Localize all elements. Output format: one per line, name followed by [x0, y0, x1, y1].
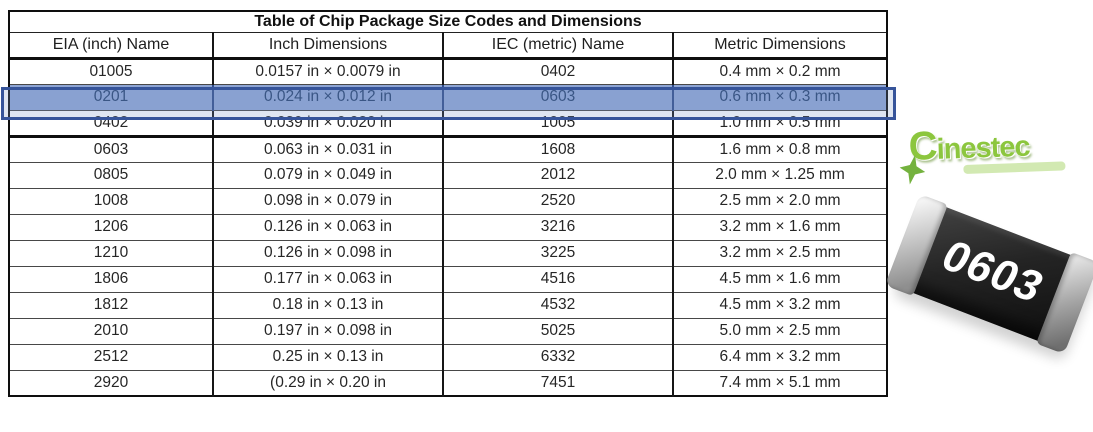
table-row: 1812 0.18 in × 0.13 in 4532 4.5 mm × 3.2 mm [9, 291, 888, 319]
table-row: 2512 0.25 in × 0.13 in 6332 6.4 mm × 3.2 mm [9, 343, 888, 371]
table-cell: 2.5 mm × 2.0 mm [671, 187, 888, 215]
column-header-metric-dims: Metric Dimensions [671, 31, 888, 60]
column-header-eia-name: EIA (inch) Name [9, 31, 214, 60]
table-cell: 1005 [442, 109, 674, 138]
table-cell: 4532 [442, 291, 674, 319]
table-cell: (0.29 in × 0.20 in [212, 369, 444, 397]
column-header-inch-dims: Inch Dimensions [212, 31, 444, 60]
table-cell: 6.4 mm × 3.2 mm [671, 343, 888, 371]
table-cell: 4516 [442, 265, 674, 293]
table-cell: 6332 [442, 343, 674, 371]
vendor-logo: Cinestec [902, 121, 1080, 191]
table-header-row: EIA (inch) Name Inch Dimensions IEC (met… [9, 31, 888, 60]
table-cell: 1812 [9, 291, 214, 319]
table-cell: 5025 [442, 317, 674, 345]
table-cell: 2012 [442, 161, 674, 189]
table-cell: 3.2 mm × 1.6 mm [671, 213, 888, 241]
table-cell: 0402 [442, 57, 674, 85]
table-cell: 0.098 in × 0.079 in [212, 187, 444, 215]
table-cell: 7.4 mm × 5.1 mm [671, 369, 888, 397]
chip-size-table-wrap: Table of Chip Package Size Codes and Dim… [1, 10, 897, 397]
table-cell: 1206 [9, 213, 214, 241]
table-cell: 2920 [9, 369, 214, 397]
table-cell: 0.6 mm × 0.3 mm [671, 83, 888, 111]
table-cell: 0.4 mm × 0.2 mm [671, 57, 888, 85]
table-cell: 0.039 in × 0.020 in [212, 109, 444, 138]
table-cell: 2010 [9, 317, 214, 345]
table-cell: 0.25 in × 0.13 in [212, 343, 444, 371]
table-row: 0603 0.063 in × 0.031 in 1608 1.6 mm × 0.8 … [9, 135, 888, 163]
table-cell: 5.0 mm × 2.5 mm [671, 317, 888, 345]
chip-resistor-photo: 0603 [884, 193, 1093, 358]
table-row: 1806 0.177 in × 0.063 in 4516 4.5 mm × 1.6 … [9, 265, 888, 293]
table-cell: 1.0 mm × 0.5 mm [671, 109, 888, 138]
table-cell: 2.0 mm × 1.25 mm [671, 161, 888, 189]
table-row: 01005 0.0157 in × 0.0079 in 0402 0.4 mm × 0… [9, 57, 888, 85]
table-row: 0805 0.079 in × 0.049 in 2012 2.0 mm × 1.25… [9, 161, 888, 189]
table-cell: 3.2 mm × 2.5 mm [671, 239, 888, 267]
table-cell: 3216 [442, 213, 674, 241]
table-cell: 0201 [9, 83, 214, 111]
table-row: 2010 0.197 in × 0.098 in 5025 5.0 mm × 2.5 … [9, 317, 888, 345]
table-row: 1008 0.098 in × 0.079 in 2520 2.5 mm × 2.0 … [9, 187, 888, 215]
chip-size-label: 0603 [933, 231, 1053, 312]
table-row: 1210 0.126 in × 0.098 in 3225 3.2 mm × 2.5 … [9, 239, 888, 267]
table-cell: 2520 [442, 187, 674, 215]
table-cell: 0.024 in × 0.012 in [212, 83, 444, 111]
table-cell: 7451 [442, 369, 674, 397]
table-cell: 0402 [9, 109, 214, 138]
chip-size-table: Table of Chip Package Size Codes and Dim… [8, 10, 889, 397]
table-cell: 0.063 in × 0.031 in [212, 135, 444, 163]
table-cell: 0603 [442, 83, 674, 111]
table-cell: 1008 [9, 187, 214, 215]
table-cell: 01005 [9, 57, 214, 85]
table-cell: 0.126 in × 0.098 in [212, 239, 444, 267]
table-cell: 1806 [9, 265, 214, 293]
chip-body: 0603 [884, 193, 1093, 355]
table-cell: 0.0157 in × 0.0079 in [212, 57, 444, 85]
table-row: 0201 0.024 in × 0.012 in 0603 0.6 mm × 0.3 … [9, 83, 888, 111]
table-cell: 1608 [442, 135, 674, 163]
table-cell: 0.079 in × 0.049 in [212, 161, 444, 189]
table-cell: 4.5 mm × 3.2 mm [671, 291, 888, 319]
table-cell: 4.5 mm × 1.6 mm [671, 265, 888, 293]
table-cell: 3225 [442, 239, 674, 267]
table-cell: 0.197 in × 0.098 in [212, 317, 444, 345]
table-cell: 1210 [9, 239, 214, 267]
table-title: Table of Chip Package Size Codes and Dim… [9, 10, 888, 33]
table-cell: 0.126 in × 0.063 in [212, 213, 444, 241]
table-cell: 0.177 in × 0.063 in [212, 265, 444, 293]
column-header-iec-name: IEC (metric) Name [442, 31, 674, 60]
table-title-row: Table of Chip Package Size Codes and Dim… [9, 10, 888, 33]
table-cell: 0.18 in × 0.13 in [212, 291, 444, 319]
table-cell: 0603 [9, 135, 214, 163]
table-row: 1206 0.126 in × 0.063 in 3216 3.2 mm × 1.6 … [9, 213, 888, 241]
table-row: 0402 0.039 in × 0.020 in 1005 1.0 mm × 0.5 … [9, 109, 888, 138]
table-cell: 2512 [9, 343, 214, 371]
table-body: 01005 0.0157 in × 0.0079 in 0402 0.4 mm × 0… [9, 57, 888, 397]
table-row: 2920 (0.29 in × 0.20 in 7451 7.4 mm × 5.1 m… [9, 369, 888, 397]
table-cell: 1.6 mm × 0.8 mm [671, 135, 888, 163]
table-cell: 0805 [9, 161, 214, 189]
